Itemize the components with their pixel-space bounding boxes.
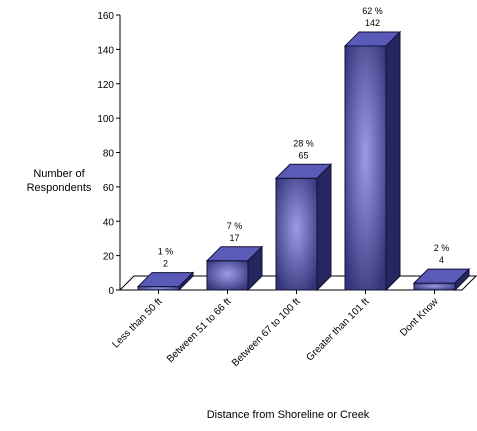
y-tick-label: 0 <box>108 286 114 297</box>
bar-side <box>178 271 194 292</box>
x-tick-label: Dont Know <box>398 296 441 339</box>
x-tick-label: Greater than 101 ft <box>304 296 371 363</box>
percent-label: 28 % <box>293 138 314 148</box>
value-label: 142 <box>365 18 380 28</box>
bar-side <box>385 30 401 292</box>
y-tick-label: 120 <box>97 80 114 91</box>
bar <box>343 30 402 292</box>
x-axis-title: Distance from Shoreline or Creek <box>207 409 370 421</box>
bar <box>274 163 333 292</box>
value-label: 65 <box>298 150 308 160</box>
bar-front <box>275 177 318 291</box>
y-tick-label: 40 <box>103 217 115 228</box>
x-tick-label: Between 51 to 66 ft <box>165 296 234 365</box>
bar-side <box>454 267 470 292</box>
bar-front <box>137 286 180 291</box>
y-tick-label: 80 <box>103 149 115 160</box>
x-tick-label: Less than 50 ft <box>110 296 164 350</box>
bar-front <box>344 45 387 291</box>
value-label: 17 <box>229 233 239 243</box>
bar-side <box>247 245 263 292</box>
y-axis-title-line-1: Number of <box>33 168 85 180</box>
value-label: 4 <box>439 255 444 265</box>
value-label: 2 <box>163 259 168 269</box>
bar <box>412 267 471 292</box>
y-axis-title-line-2: Respondents <box>27 182 92 194</box>
percent-label: 1 % <box>158 247 174 257</box>
y-tick-label: 60 <box>103 183 115 194</box>
y-tick-label: 100 <box>97 114 114 125</box>
percent-label: 62 % <box>362 6 383 16</box>
percent-label: 2 % <box>434 243 450 253</box>
bar <box>205 245 264 292</box>
y-tick-label: 140 <box>97 45 114 56</box>
bar-front <box>206 260 249 291</box>
y-tick-label: 160 <box>97 11 114 22</box>
bar-front <box>413 282 456 291</box>
y-tick-label: 20 <box>103 252 115 263</box>
bar-side <box>316 163 332 292</box>
percent-label: 7 % <box>227 221 243 231</box>
bars <box>136 30 471 292</box>
x-tick-label: Between 67 to 100 ft <box>230 296 303 369</box>
bar <box>136 271 195 292</box>
